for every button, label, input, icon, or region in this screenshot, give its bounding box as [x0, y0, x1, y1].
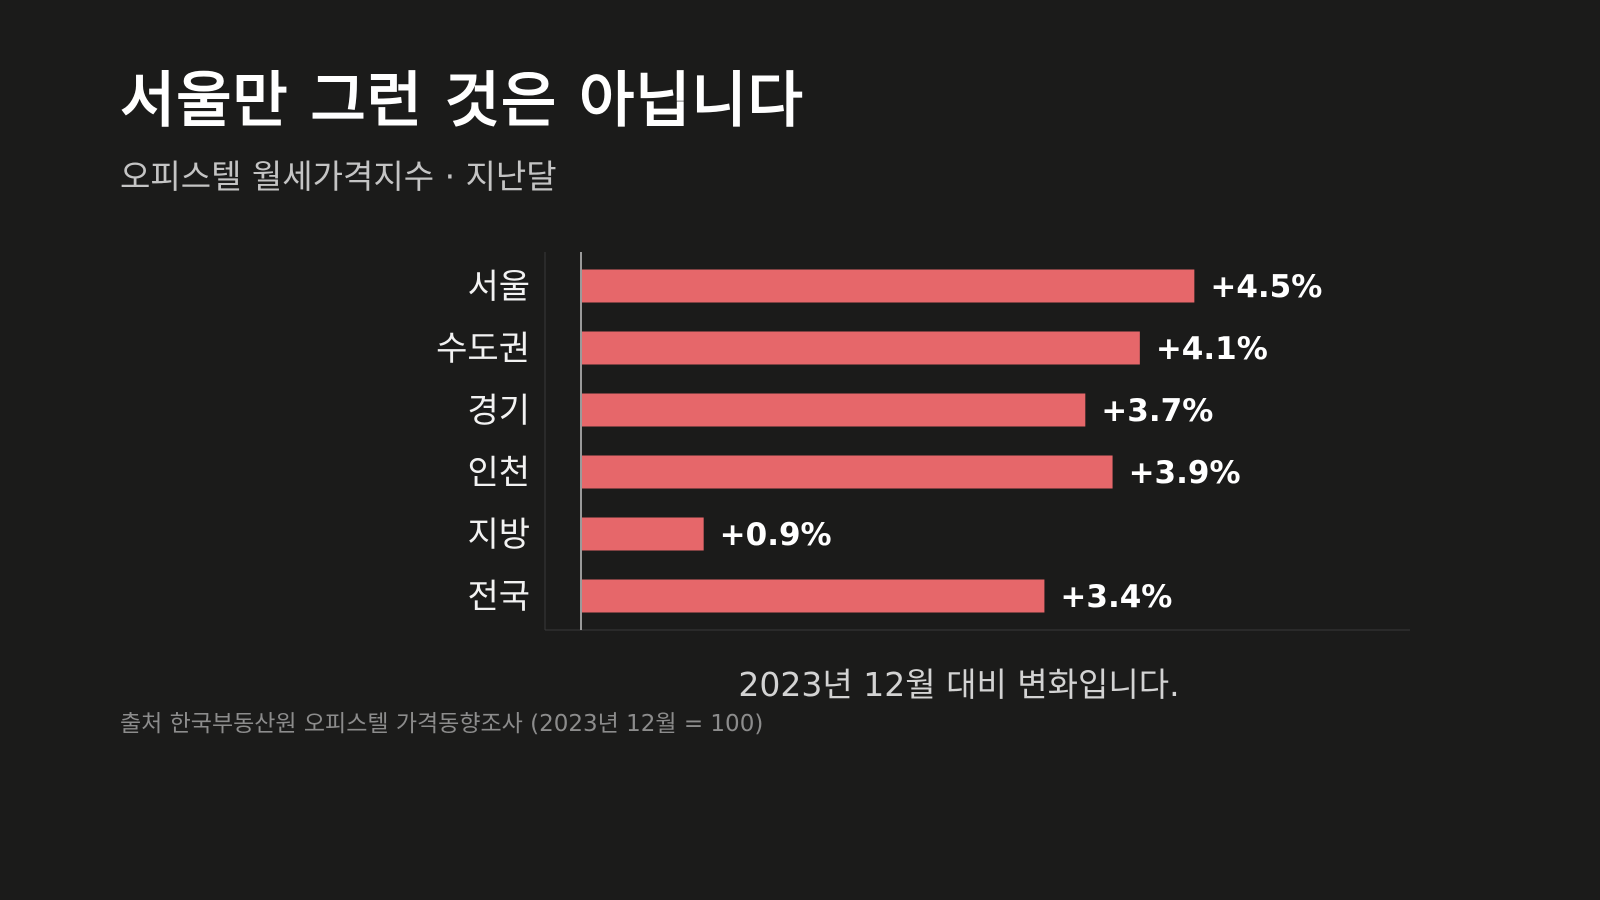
category-label: 지방 [467, 515, 530, 555]
bar [581, 455, 1113, 489]
source-note: 출처 한국부동산원 오피스텔 가격동향조사 (2023년 12월 = 100) [120, 711, 764, 737]
category-label: 수도권 [436, 329, 530, 369]
bar [581, 393, 1086, 427]
value-label: +4.5% [1210, 269, 1322, 305]
bar [581, 517, 704, 551]
value-label: +3.4% [1060, 579, 1172, 615]
value-label: +0.9% [720, 517, 832, 553]
value-label: +3.9% [1129, 455, 1241, 491]
bar [581, 269, 1195, 303]
category-label: 경기 [467, 391, 530, 431]
chart-title: 서울만 그런 것은 아닙니다 [120, 66, 804, 136]
value-label: +4.1% [1156, 331, 1268, 367]
category-label: 전국 [467, 577, 530, 617]
category-label: 서울 [467, 267, 530, 307]
chart-subtitle: 오피스텔 월세가격지수 · 지난달 [120, 157, 557, 196]
bar [581, 331, 1140, 365]
category-label: 인천 [467, 453, 530, 493]
value-label: +3.7% [1101, 393, 1213, 429]
x-axis-label: 2023년 12월 대비 변화입니다. [738, 665, 1180, 704]
bar [581, 579, 1045, 613]
